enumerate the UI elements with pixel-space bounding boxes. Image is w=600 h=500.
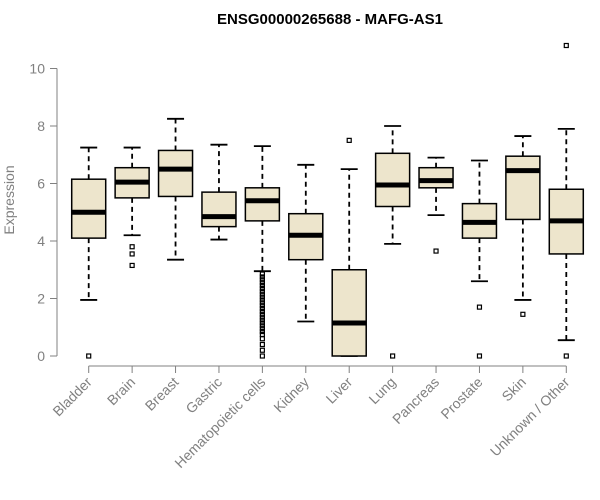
x-tick-label: Lung: [365, 374, 398, 407]
x-tick-label: Unknown / Other: [487, 374, 573, 460]
iqr-box: [374, 152, 411, 208]
box-prostate: [461, 159, 498, 359]
outlier-point: [259, 347, 265, 353]
outlier-point: [259, 294, 265, 300]
y-axis-label: Expression: [1, 165, 17, 234]
x-tick-label: Gastric: [182, 374, 225, 417]
outlier-point: [259, 288, 265, 294]
outlier-point: [259, 336, 265, 342]
outlier-point: [259, 291, 265, 297]
outlier-point: [259, 341, 265, 348]
outlier-point: [346, 137, 352, 143]
iqr-box: [418, 166, 454, 189]
outlier-point: [259, 303, 265, 309]
box-hematopoietic-cells: [244, 145, 281, 359]
x-tick-label: Pancreas: [389, 374, 442, 427]
box-liver: [331, 137, 367, 357]
outlier-point: [259, 323, 265, 329]
boxes-group: [70, 42, 585, 359]
outlier-point: [259, 314, 265, 320]
x-tick-label: Skin: [498, 374, 529, 405]
outlier-point: [259, 320, 265, 326]
outlier-point: [86, 353, 92, 359]
box-skin: [505, 135, 541, 317]
box-breast: [157, 117, 194, 261]
y-tick-label: 4: [37, 233, 45, 249]
iqr-box: [70, 178, 107, 239]
box-brain: [114, 146, 150, 269]
outlier-point: [476, 304, 483, 310]
iqr-box: [201, 191, 237, 228]
box-pancreas: [418, 156, 454, 254]
outlier-point: [563, 42, 569, 49]
outlier-point: [259, 305, 265, 312]
iqr-box: [331, 269, 367, 357]
x-tick-label: Liver: [323, 374, 356, 407]
box-unknown-other: [548, 42, 585, 359]
box-kidney: [288, 163, 324, 323]
iqr-box: [244, 187, 281, 222]
outlier-point: [259, 353, 265, 359]
outlier-point: [259, 308, 265, 315]
outlier-point: [259, 328, 265, 335]
y-tick-label: 0: [37, 348, 45, 364]
outlier-point: [476, 353, 483, 359]
outlier-point: [259, 300, 265, 306]
outlier-point: [259, 285, 265, 292]
chart-title: ENSG00000265688 - MAFG-AS1: [217, 11, 443, 28]
outlier-point: [259, 311, 265, 317]
outlier-point: [433, 248, 439, 254]
y-tick-label: 8: [37, 118, 45, 134]
x-tick-label: Brain: [104, 374, 138, 408]
y-axis: 0 2 4 6 8 10: [29, 61, 58, 364]
outlier-point: [563, 353, 569, 359]
box-bladder: [70, 146, 107, 359]
outlier-point: [129, 244, 135, 250]
x-tick-label: Kidney: [270, 374, 312, 416]
iqr-box: [157, 149, 194, 198]
outlier-point: [129, 262, 135, 269]
x-tick-label: Prostate: [437, 374, 485, 422]
outlier-point: [520, 311, 526, 317]
outlier-point: [259, 280, 265, 286]
outlier-point: [390, 353, 396, 359]
box-gastric: [201, 143, 237, 241]
outlier-point: [259, 282, 265, 289]
x-tick-label: Bladder: [49, 374, 95, 420]
outlier-point: [259, 317, 265, 323]
y-tick-label: 6: [37, 176, 45, 192]
outlier-point: [259, 326, 265, 332]
y-tick-label: 2: [37, 291, 45, 307]
x-tick-label: Breast: [142, 374, 182, 414]
outlier-point: [259, 277, 265, 283]
y-tick-label: 10: [29, 61, 45, 77]
box-lung: [374, 125, 411, 359]
outlier-point: [259, 297, 265, 303]
outlier-point: [259, 274, 265, 280]
outlier-point: [129, 251, 135, 257]
outlier-point: [259, 271, 265, 277]
iqr-box: [505, 155, 541, 221]
